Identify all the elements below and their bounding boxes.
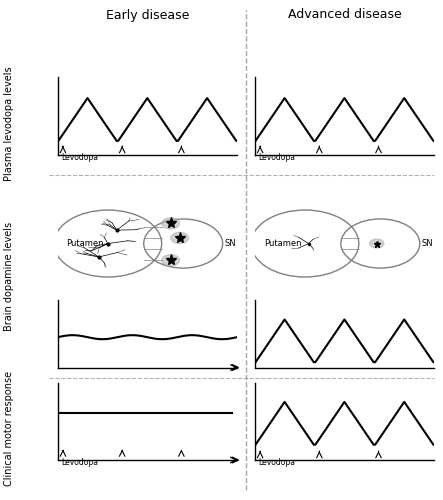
Text: Advanced disease: Advanced disease (288, 8, 401, 22)
Text: SN: SN (225, 239, 236, 248)
Circle shape (171, 232, 189, 243)
Text: Brain dopamine levels: Brain dopamine levels (4, 222, 14, 331)
Text: SN: SN (422, 239, 433, 248)
Text: Levodopa: Levodopa (258, 152, 295, 162)
Text: Putamen: Putamen (66, 239, 104, 248)
Text: Levodopa: Levodopa (61, 458, 98, 467)
Text: Levodopa: Levodopa (61, 152, 98, 162)
Text: Clinical motor response: Clinical motor response (4, 371, 14, 486)
Circle shape (162, 254, 179, 266)
Text: Plasma levodopa levels: Plasma levodopa levels (4, 66, 14, 181)
Text: Putamen: Putamen (264, 239, 301, 248)
Text: Levodopa: Levodopa (258, 458, 295, 466)
Circle shape (369, 239, 384, 248)
Text: Early disease: Early disease (105, 8, 189, 22)
Circle shape (162, 218, 179, 229)
